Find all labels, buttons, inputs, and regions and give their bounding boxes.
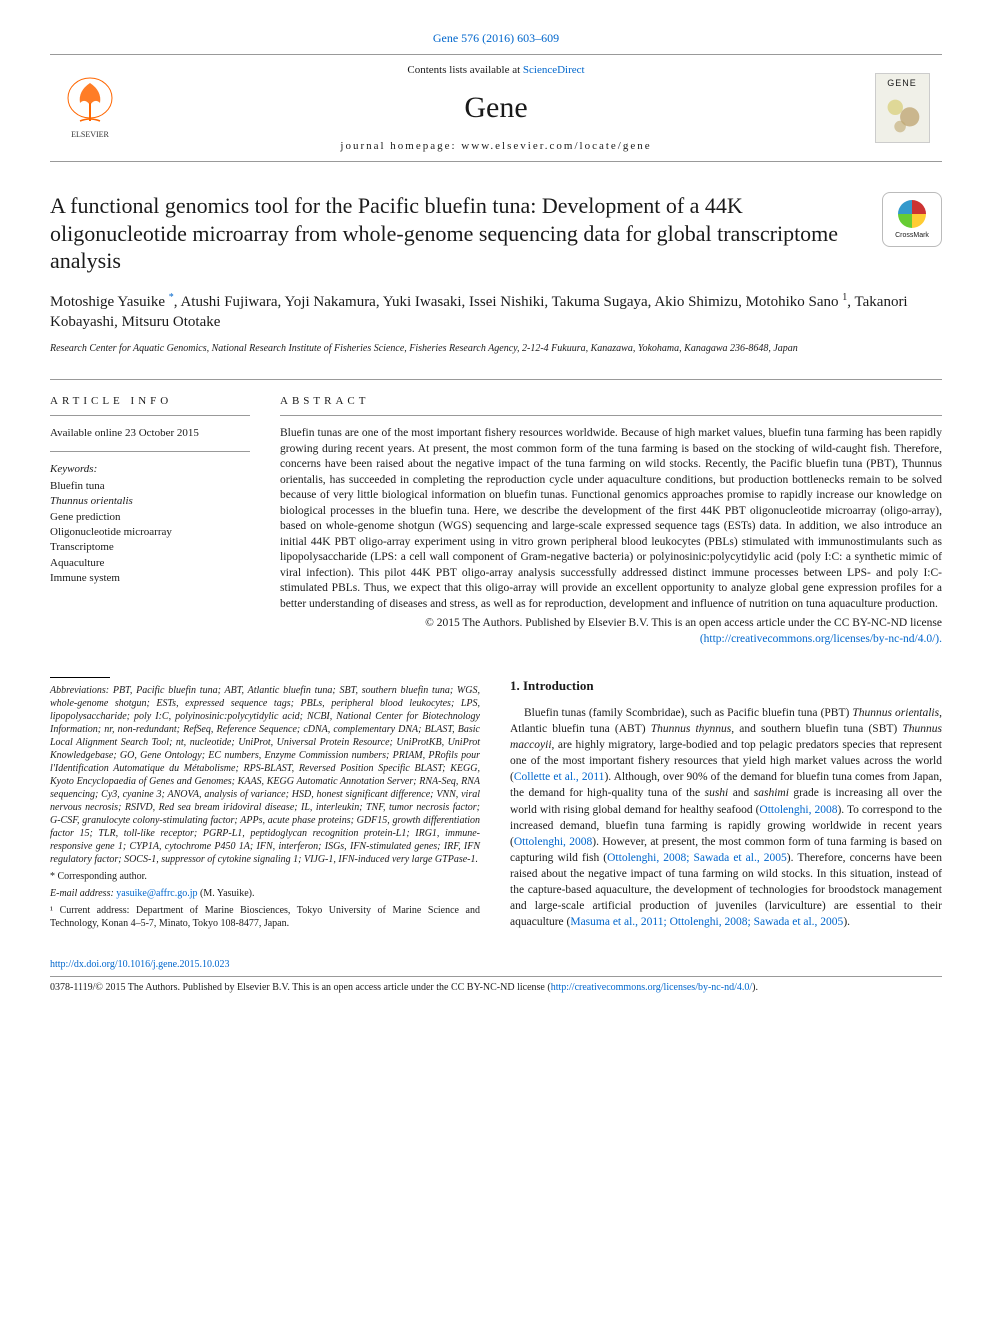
abstract-copyright: © 2015 The Authors. Published by Elsevie… bbox=[280, 616, 942, 632]
keywords-heading: Keywords: bbox=[50, 462, 250, 477]
author-list: Motoshige Yasuike *, Atushi Fujiwara, Yo… bbox=[50, 291, 942, 333]
footnotes-column: Abbreviations: PBT, Pacific bluefin tuna… bbox=[50, 677, 480, 934]
author-email-link[interactable]: yasuike@affrc.go.jp bbox=[116, 888, 197, 899]
abstract-column: abstract Bluefin tunas are one of the mo… bbox=[280, 380, 942, 647]
journal-homepage: journal homepage: www.elsevier.com/locat… bbox=[130, 139, 862, 154]
footer-rule bbox=[50, 976, 942, 977]
corresponding-author-footnote: * Corresponding author. bbox=[50, 870, 480, 883]
publisher-logo: ELSEVIER bbox=[50, 73, 130, 143]
article-info-label: article info bbox=[50, 394, 250, 416]
author-note-1: ¹ Current address: Department of Marine … bbox=[50, 904, 480, 930]
introduction-heading: 1. Introduction bbox=[510, 677, 942, 695]
available-online-date: Available online 23 October 2015 bbox=[50, 426, 250, 452]
abstract-label: abstract bbox=[280, 394, 942, 416]
crossmark-badge[interactable]: CrossMark bbox=[882, 192, 942, 247]
crossmark-icon bbox=[898, 200, 926, 228]
elsevier-tree-icon: ELSEVIER bbox=[60, 73, 120, 143]
footer-license-link[interactable]: http://creativecommons.org/licenses/by-n… bbox=[551, 982, 752, 993]
introduction-column: 1. Introduction Bluefin tunas (family Sc… bbox=[510, 677, 942, 934]
journal-cover-thumbnail: GENE bbox=[875, 73, 930, 143]
article-info-column: article info Available online 23 October… bbox=[50, 380, 250, 647]
affiliation: Research Center for Aquatic Genomics, Na… bbox=[50, 342, 942, 355]
contents-available-line: Contents lists available at ScienceDirec… bbox=[130, 63, 862, 78]
email-footnote: E-mail address: yasuike@affrc.go.jp (M. … bbox=[50, 887, 480, 900]
issn-copyright-line: 0378-1119/© 2015 The Authors. Published … bbox=[50, 981, 942, 995]
page-footer: http://dx.doi.org/10.1016/j.gene.2015.10… bbox=[50, 958, 942, 994]
introduction-paragraph-1: Bluefin tunas (family Scombridae), such … bbox=[510, 705, 942, 930]
article-title: A functional genomics tool for the Pacif… bbox=[50, 192, 862, 275]
masthead: ELSEVIER Contents lists available at Sci… bbox=[50, 54, 942, 162]
citation-link[interactable]: Gene 576 (2016) 603–609 bbox=[433, 31, 559, 45]
footnote-rule bbox=[50, 677, 110, 678]
sciencedirect-link[interactable]: ScienceDirect bbox=[523, 64, 585, 76]
journal-name: Gene bbox=[130, 88, 862, 129]
license-link[interactable]: (http://creativecommons.org/licenses/by-… bbox=[700, 633, 942, 645]
citation-header: Gene 576 (2016) 603–609 bbox=[50, 30, 942, 46]
doi-link[interactable]: http://dx.doi.org/10.1016/j.gene.2015.10… bbox=[50, 959, 230, 970]
svg-text:ELSEVIER: ELSEVIER bbox=[71, 130, 109, 139]
abstract-body: Bluefin tunas are one of the most import… bbox=[280, 427, 942, 610]
keywords-list: Bluefin tunaThunnus orientalisGene predi… bbox=[50, 479, 250, 587]
abbreviations-footnote: Abbreviations: PBT, Pacific bluefin tuna… bbox=[50, 684, 480, 866]
crossmark-label: CrossMark bbox=[895, 231, 929, 240]
